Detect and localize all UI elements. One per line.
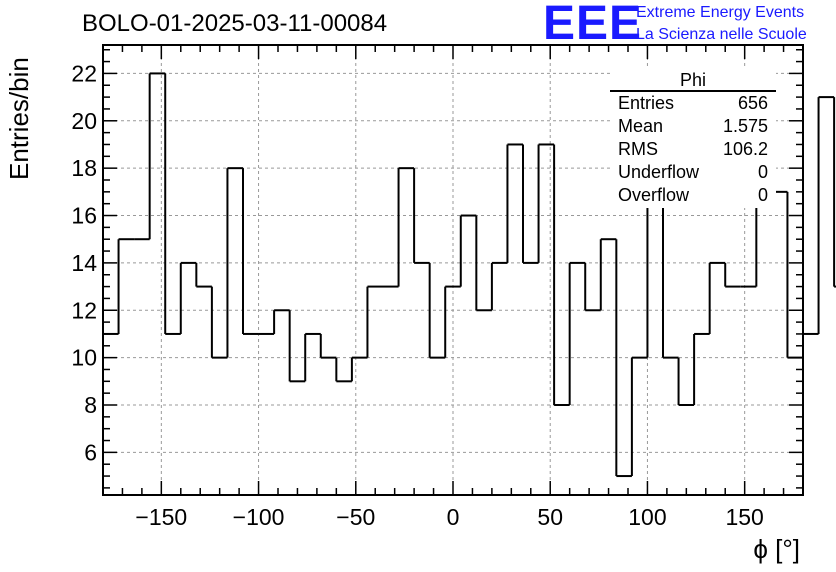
- x-axis-label: ϕ [°]: [753, 534, 800, 564]
- y-tick-label: 8: [84, 392, 97, 418]
- x-tick-label: 0: [447, 504, 460, 530]
- y-tick-label: 6: [84, 439, 97, 465]
- y-tick-label: 10: [71, 345, 97, 371]
- chart-title: BOLO-01-2025-03-11-00084: [82, 10, 388, 37]
- logo-line-2: La Scienza nelle Scuole: [636, 26, 807, 43]
- x-tick-label: −50: [336, 504, 375, 530]
- logo-line-1: Extreme Energy Events: [636, 4, 805, 21]
- stats-row-underflow: Underflow 0: [610, 161, 776, 184]
- stats-value: 106.2: [722, 139, 768, 159]
- x-tick-label: −150: [135, 504, 187, 530]
- stats-row-entries: Entries 656: [610, 92, 776, 115]
- y-tick-label: 18: [71, 155, 97, 181]
- stats-label: Mean: [618, 116, 664, 136]
- x-tick-label: −100: [233, 504, 285, 530]
- x-tick-label: 150: [725, 504, 763, 530]
- stats-label: Entries: [618, 93, 675, 113]
- stats-label: RMS: [618, 139, 658, 159]
- stats-label: Underflow: [618, 162, 700, 182]
- y-tick-label: 16: [71, 203, 97, 229]
- stats-row-overflow: Overflow 0: [610, 184, 776, 207]
- stats-row-rms: RMS 106.2: [610, 138, 776, 161]
- stats-row-mean: Mean 1.575: [610, 115, 776, 138]
- stats-value: 0: [757, 162, 768, 182]
- stats-value: 1.575: [722, 116, 768, 136]
- x-tick-label: 50: [537, 504, 563, 530]
- stats-box-title: Phi: [610, 68, 776, 92]
- y-tick-label: 20: [71, 108, 97, 134]
- stats-box: Phi Entries 656 Mean 1.575 RMS 106.2 Und…: [610, 68, 776, 208]
- stats-value: 656: [737, 93, 768, 113]
- stats-label: Overflow: [618, 185, 690, 205]
- stats-value: 0: [757, 185, 768, 205]
- y-tick-label: 12: [71, 297, 97, 323]
- eee-logo: EEE: [543, 0, 643, 50]
- y-tick-label: 14: [71, 250, 97, 276]
- y-tick-label: 22: [71, 60, 97, 86]
- x-tick-label: 100: [628, 504, 666, 530]
- y-axis-label: Entries/bin: [4, 57, 34, 180]
